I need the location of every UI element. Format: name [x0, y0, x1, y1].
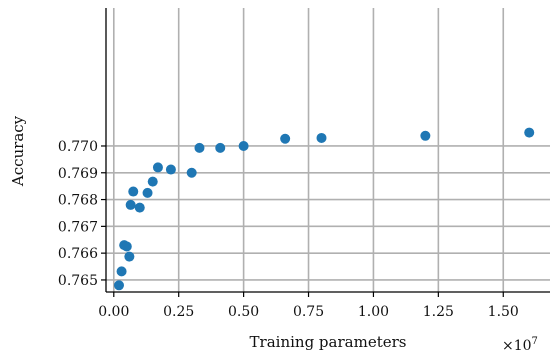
y-tick-label: 0.766: [58, 246, 98, 262]
x-tick-label: 1.50: [488, 304, 519, 320]
data-point: [128, 186, 139, 197]
data-point: [152, 162, 163, 173]
y-tick-label: 0.767: [58, 219, 98, 235]
y-tick-label: 0.768: [58, 193, 98, 209]
x-tick-label: 1.25: [423, 304, 454, 320]
data-point: [165, 164, 176, 175]
data-points: [113, 127, 535, 291]
y-tick-label: 0.770: [58, 139, 98, 155]
data-point: [113, 280, 124, 291]
axes: [105, 8, 550, 293]
x-axis-offset-label: ×107: [502, 336, 538, 354]
x-tick-label: 1.00: [358, 304, 389, 320]
data-point: [121, 241, 132, 252]
x-tick-label: 0.50: [228, 304, 259, 320]
data-point: [147, 176, 158, 187]
y-axis-label: Accuracy: [9, 115, 27, 187]
data-point: [186, 167, 197, 178]
data-point: [134, 202, 145, 213]
data-point: [215, 142, 226, 153]
y-tick-label: 0.769: [58, 166, 98, 182]
data-point: [238, 140, 249, 151]
data-point: [116, 266, 127, 277]
tick-marks: 0.00 0.25 0.50 0.75 1.00 1.25 1.50 0.765 0.766 0.…: [58, 139, 519, 320]
data-point: [316, 132, 327, 143]
grid-lines: [106, 8, 550, 292]
data-point: [124, 251, 135, 262]
data-point: [142, 187, 153, 198]
x-tick-label: 0.25: [163, 304, 194, 320]
data-point: [125, 199, 136, 210]
y-tick-label: 0.765: [58, 273, 98, 289]
data-point: [420, 130, 431, 141]
x-axis-label: Training parameters: [250, 333, 407, 351]
data-point: [194, 142, 205, 153]
x-tick-label: 0.75: [293, 304, 324, 320]
data-point: [524, 127, 535, 138]
x-tick-label: 0.00: [98, 304, 129, 320]
x-offset-exponent: 7: [532, 336, 538, 347]
data-point: [280, 133, 291, 144]
